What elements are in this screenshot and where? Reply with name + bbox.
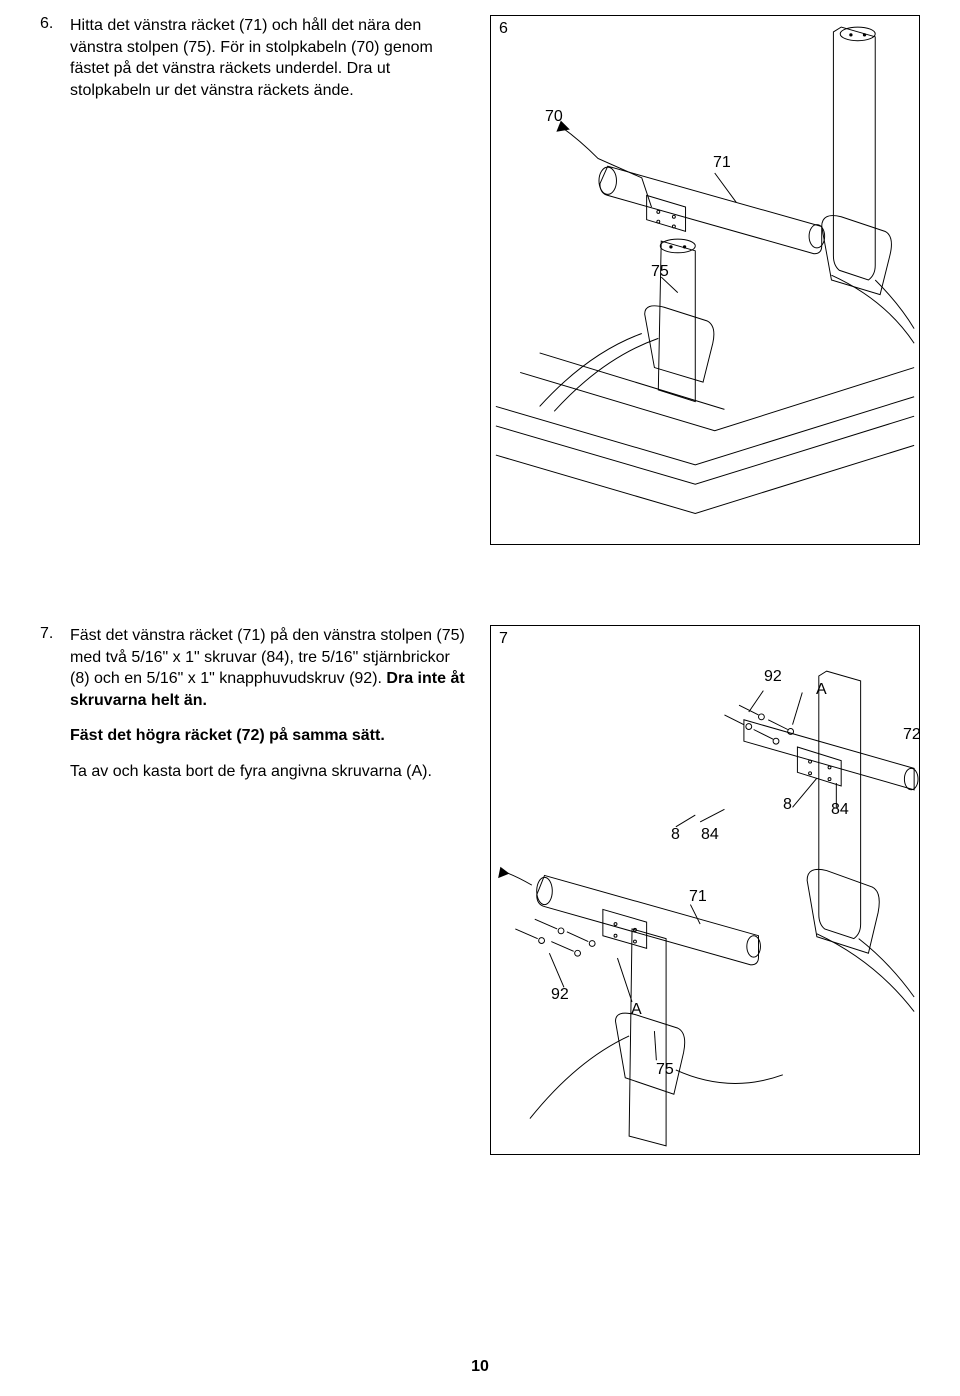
label-92b: 92 xyxy=(551,986,569,1004)
label-75-7: 75 xyxy=(656,1061,674,1079)
step6-paragraph: Hitta det vänstra räcket (71) och håll d… xyxy=(70,15,470,101)
step7-p3: Ta av och kasta bort de fyra angivna skr… xyxy=(70,761,470,783)
step6-text: Hitta det vänstra räcket (71) och håll d… xyxy=(70,15,470,115)
diagram-6: 6 xyxy=(490,15,920,545)
diagram-7: 7 xyxy=(490,625,920,1155)
step7-p1: Fäst det vänstra räcket (71) på den väns… xyxy=(70,625,470,711)
diagram-7-num: 7 xyxy=(499,630,508,648)
label-8b: 8 xyxy=(671,826,680,844)
step7-text: Fäst det vänstra räcket (71) på den väns… xyxy=(70,625,470,797)
step7-number: 7. xyxy=(40,625,70,643)
step6-number: 6. xyxy=(40,15,70,33)
label-8a: 8 xyxy=(783,796,792,814)
diagram-6-num: 6 xyxy=(499,20,508,38)
label-84b: 84 xyxy=(701,826,719,844)
label-75: 75 xyxy=(651,263,669,281)
diagram-6-svg xyxy=(491,16,919,544)
step7-p2: Fäst det högra räcket (72) på samma sätt… xyxy=(70,725,470,747)
label-70: 70 xyxy=(545,108,563,126)
label-Ab: A xyxy=(631,1001,642,1019)
label-71: 71 xyxy=(713,154,731,172)
page-number: 10 xyxy=(0,1358,960,1376)
label-71: 71 xyxy=(689,888,707,906)
label-92a: 92 xyxy=(764,668,782,686)
label-Aa: A xyxy=(816,681,827,699)
label-72: 72 xyxy=(903,726,921,744)
label-84a: 84 xyxy=(831,801,849,819)
